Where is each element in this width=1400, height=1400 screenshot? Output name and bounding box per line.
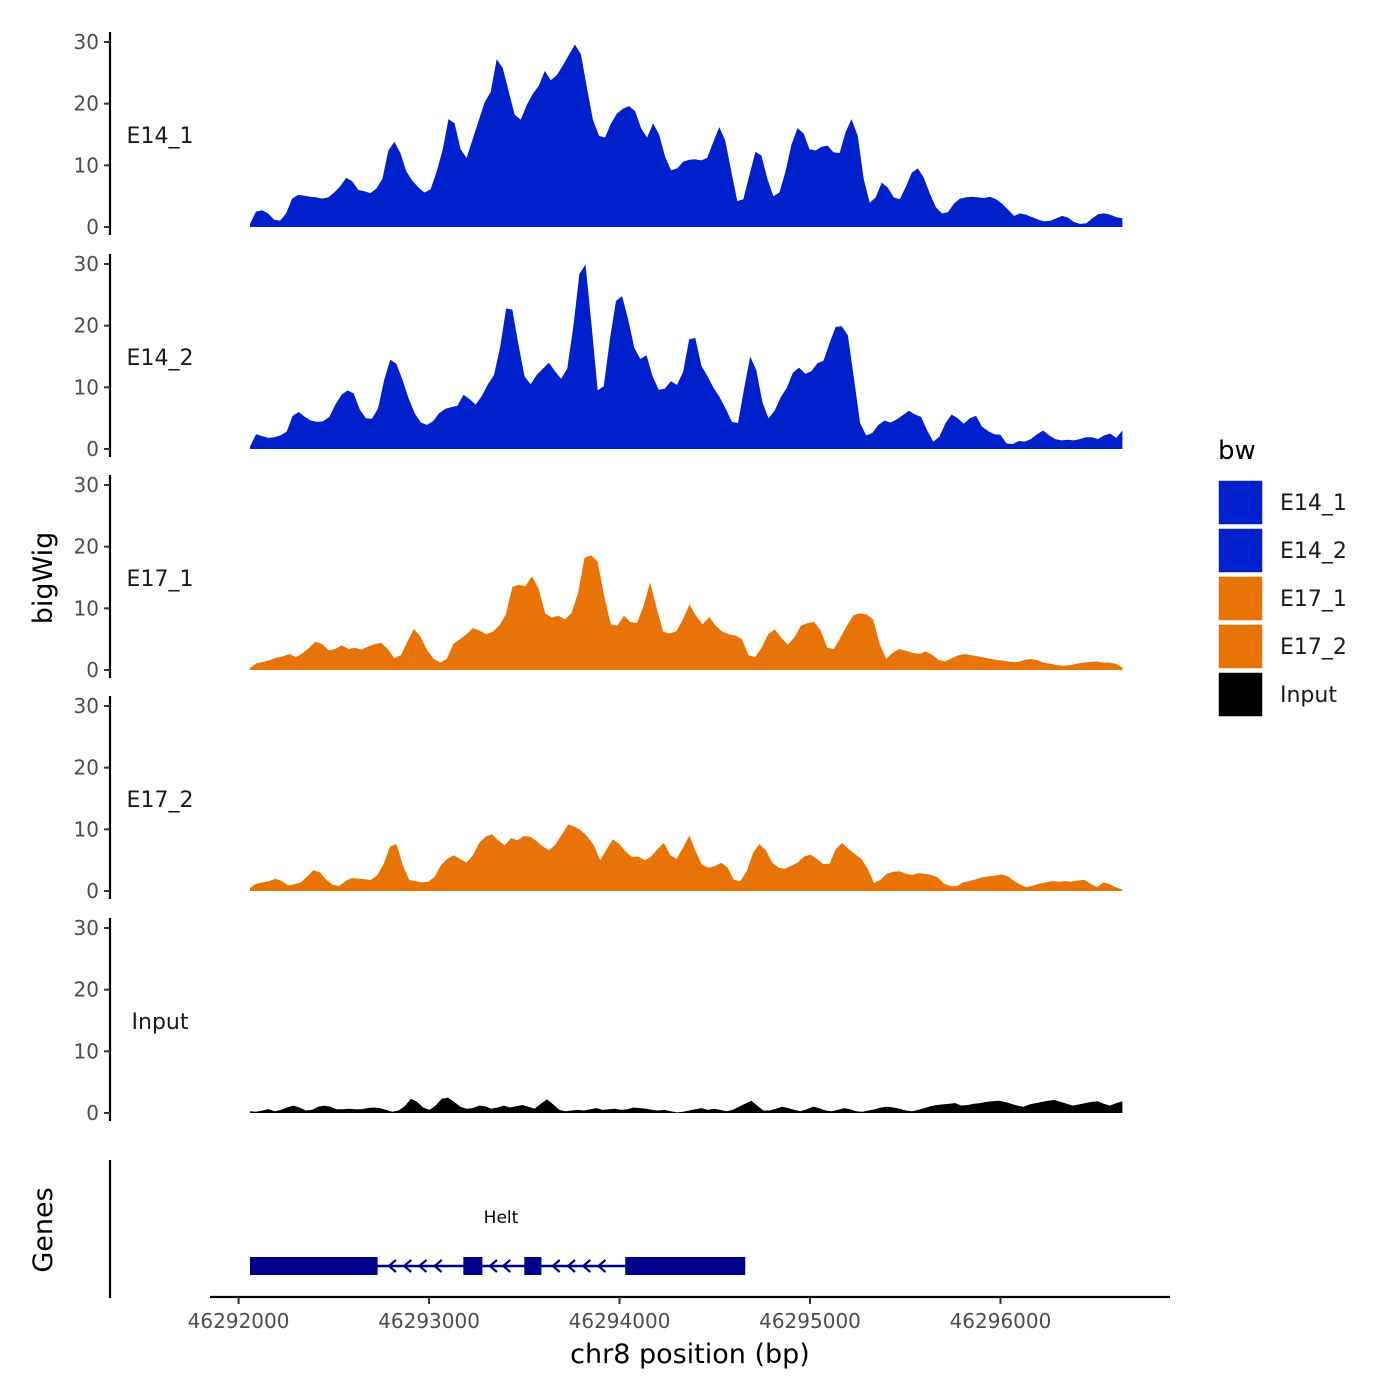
coverage-area-e17_2: [250, 824, 1123, 891]
track-panel-input: 0 10 20 30 Input: [74, 916, 1123, 1125]
y-tick-label: 10: [74, 153, 99, 177]
y-tick-label: 10: [74, 1039, 99, 1063]
legend-key-e14_1: [1217, 479, 1264, 526]
track-label-e14_2: E14_2: [127, 346, 194, 371]
y-tick-label: 0: [86, 658, 99, 682]
x-tick-label: 46293000: [378, 1309, 480, 1333]
y-tick-label: 20: [74, 978, 99, 1002]
track-label-e17_2: E17_2: [127, 788, 194, 813]
y-tick-label: 20: [74, 314, 99, 338]
genes-axis-title: Genes: [28, 1187, 59, 1272]
strand-arrow: [581, 1259, 591, 1273]
legend-key-e17_1: [1217, 575, 1264, 622]
gene-exon-4: [625, 1257, 746, 1275]
x-tick-label: 46295000: [759, 1309, 861, 1333]
legend-label-e14_1: E14_1: [1280, 491, 1347, 516]
strand-arrow: [417, 1259, 428, 1273]
x-tick-label: 46296000: [950, 1309, 1052, 1333]
strand-arrow: [566, 1259, 576, 1273]
strand-arrow: [432, 1259, 443, 1273]
gene-exon-1: [250, 1257, 378, 1275]
y-tick-label: 20: [74, 92, 99, 116]
track-panel-e17_2: 0 10 20 30 E17_2: [74, 694, 1123, 903]
track-panel-e14_1: 0 10 20 30 E14_1: [74, 30, 1123, 239]
legend-label-e17_2: E17_2: [1280, 635, 1347, 660]
strand-arrow: [551, 1259, 561, 1273]
y-tick-label: 0: [86, 437, 99, 461]
track-label-e17_1: E17_1: [127, 567, 194, 592]
legend-label-input: Input: [1280, 683, 1337, 708]
y-tick-label: 10: [74, 596, 99, 620]
track-label-input: Input: [132, 1010, 189, 1035]
gene-label: Helt: [484, 1208, 519, 1228]
coverage-area-e17_1: [250, 555, 1123, 670]
coverage-area-e14_1: [250, 44, 1123, 227]
y-tick-label: 0: [86, 879, 99, 903]
coverage-area-input: [250, 1097, 1123, 1113]
legend-label-e17_1: E17_1: [1280, 587, 1347, 612]
y-axis-title: bigWig: [28, 532, 59, 625]
y-tick-label: 20: [74, 756, 99, 780]
y-tick-label: 0: [86, 215, 99, 239]
legend-key-e17_2: [1217, 623, 1264, 670]
strand-arrow: [501, 1259, 511, 1273]
x-tick-label: 46294000: [569, 1309, 671, 1333]
legend-key-input: [1217, 671, 1264, 718]
y-tick-label: 0: [86, 1101, 99, 1125]
genes-layer: Helt: [108, 1160, 746, 1298]
y-tick-label: 30: [74, 252, 99, 276]
strand-arrow: [596, 1259, 607, 1273]
strand-arrow: [488, 1259, 498, 1273]
x-axis: 46292000 46293000 46294000 46295000 46296000: [188, 1295, 1170, 1333]
coverage-area-e14_2: [250, 264, 1123, 449]
track-label-e14_1: E14_1: [127, 124, 194, 149]
legend: bw E14_1 E14_2 E17_1 E17_2 Input: [1217, 436, 1347, 718]
gene-exon-3: [524, 1257, 542, 1275]
legend-key-e14_2: [1217, 527, 1264, 574]
y-tick-label: 30: [74, 694, 99, 718]
tracks-layer: 0 10 20 30 E14_1 0 10 20 30 E14_2 0 10 20 30 E17_1 0 10 2…: [74, 30, 1123, 1125]
gene-exon-2: [463, 1257, 483, 1275]
legend-label-e14_2: E14_2: [1280, 539, 1347, 564]
y-tick-label: 30: [74, 30, 99, 54]
y-tick-label: 20: [74, 535, 99, 559]
strand-arrow: [402, 1259, 412, 1273]
legend-title: bw: [1218, 436, 1256, 466]
y-tick-label: 10: [74, 817, 99, 841]
strand-arrow: [387, 1259, 397, 1273]
y-tick-label: 10: [74, 375, 99, 399]
x-tick-label: 46292000: [188, 1309, 290, 1333]
track-panel-e17_1: 0 10 20 30 E17_1: [74, 473, 1123, 682]
y-tick-label: 30: [74, 473, 99, 497]
x-axis-title: chr8 position (bp): [570, 1339, 810, 1370]
y-tick-label: 30: [74, 916, 99, 940]
track-panel-e14_2: 0 10 20 30 E14_2: [74, 252, 1123, 461]
